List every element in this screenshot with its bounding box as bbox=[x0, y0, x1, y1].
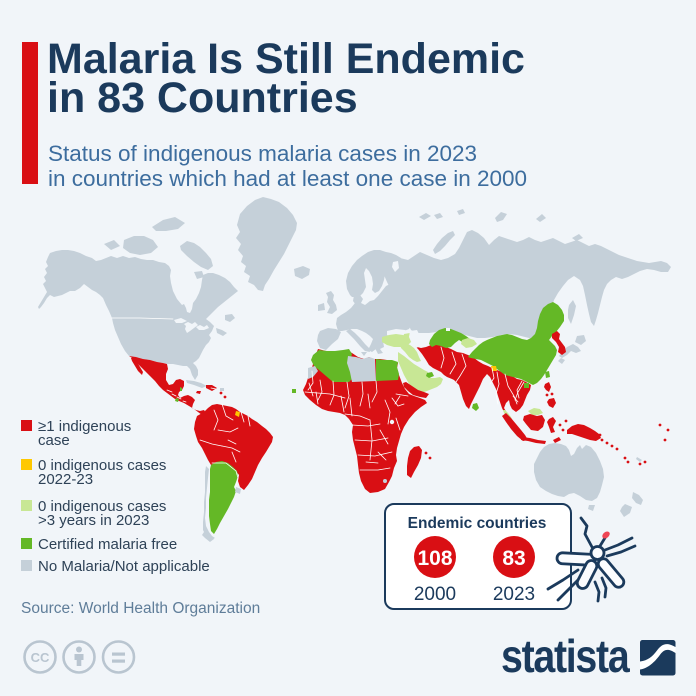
svg-text:Status of indigenous malaria c: Status of indigenous malaria cases in 20… bbox=[48, 141, 477, 166]
svg-text:≥1 indigenous: ≥1 indigenous bbox=[38, 418, 131, 435]
svg-text:Source: World Health Organizat: Source: World Health Organization bbox=[21, 600, 260, 617]
svg-text:2022-23: 2022-23 bbox=[38, 471, 93, 488]
svg-text:2000: 2000 bbox=[414, 584, 456, 605]
svg-text:2023: 2023 bbox=[493, 584, 535, 605]
svg-text:108: 108 bbox=[417, 547, 452, 570]
svg-text:0 indigenous cases: 0 indigenous cases bbox=[38, 457, 166, 474]
svg-text:statista: statista bbox=[501, 631, 631, 683]
svg-text:No Malaria/Not applicable: No Malaria/Not applicable bbox=[38, 558, 210, 575]
svg-text:Certified malaria free: Certified malaria free bbox=[38, 536, 177, 553]
svg-text:Malaria Is Still Endemic: Malaria Is Still Endemic bbox=[47, 35, 525, 83]
svg-text:in 83 Countries: in 83 Countries bbox=[47, 74, 358, 122]
svg-text:>3 years in 2023: >3 years in 2023 bbox=[38, 512, 149, 529]
svg-text:in countries which had at leas: in countries which had at least one case… bbox=[48, 166, 527, 191]
svg-text:case: case bbox=[38, 432, 70, 449]
svg-text:Endemic countries: Endemic countries bbox=[408, 515, 547, 532]
svg-text:CC: CC bbox=[31, 650, 50, 665]
svg-text:0 indigenous cases: 0 indigenous cases bbox=[38, 498, 166, 515]
svg-text:83: 83 bbox=[502, 547, 525, 570]
